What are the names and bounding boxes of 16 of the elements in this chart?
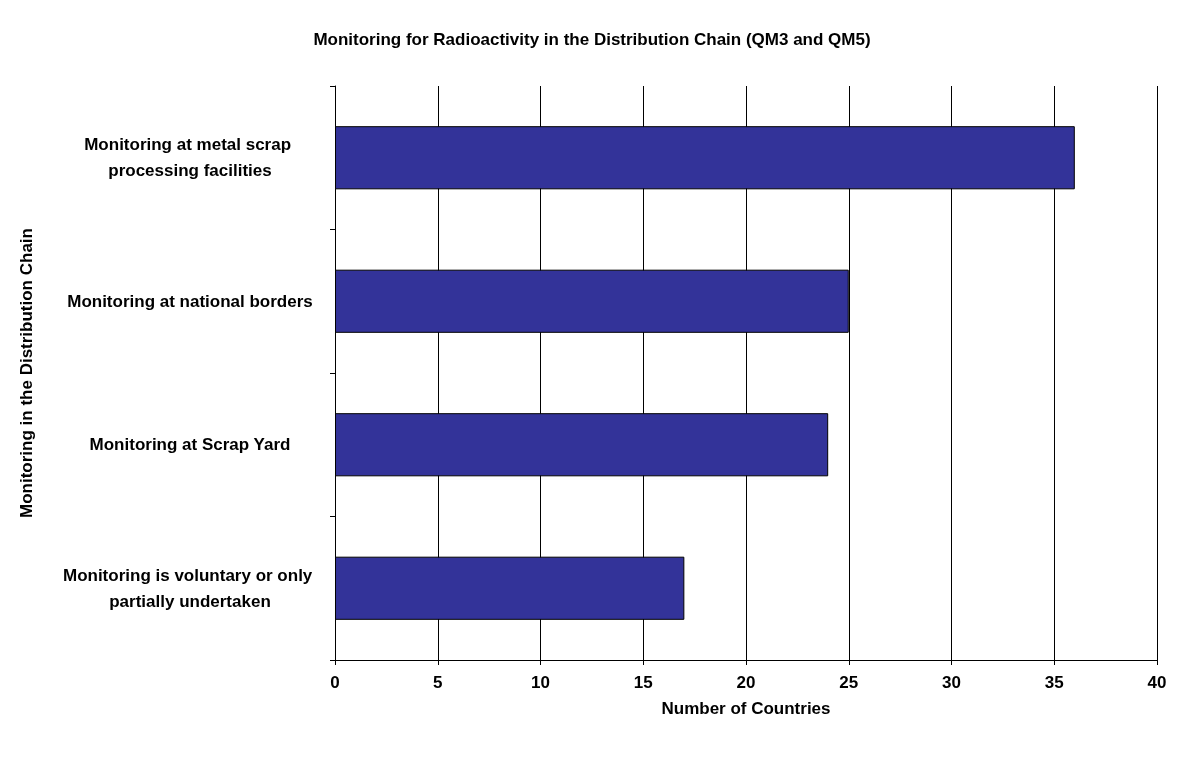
y-axis-title: Monitoring in the Distribution Chain xyxy=(17,228,36,518)
x-axis-title: Number of Countries xyxy=(661,699,831,718)
x-tick-label: 10 xyxy=(531,673,550,692)
y-tick-label: Monitoring at metal scrap processing facilities xyxy=(84,135,296,181)
x-tick-label: 25 xyxy=(839,673,859,692)
x-tick-label: 40 xyxy=(1147,673,1167,692)
chart-title: Monitoring for Radioactivity in the Distribution Chain (QM3 and QM5) xyxy=(313,30,871,49)
x-tick-label: 15 xyxy=(633,673,653,692)
x-tick-label: 20 xyxy=(736,673,756,692)
x-tick-label: 5 xyxy=(433,673,443,692)
y-tick-label: Monitoring at Scrap Yard xyxy=(89,435,291,455)
y-tick-label: Monitoring at national borders xyxy=(67,291,313,311)
x-tick-label: 35 xyxy=(1044,673,1064,692)
y-tick-label: Monitoring is voluntary or only partially undertaken xyxy=(62,565,318,611)
x-tick-label: 30 xyxy=(942,673,961,692)
x-tick-label: 0 xyxy=(330,673,340,692)
